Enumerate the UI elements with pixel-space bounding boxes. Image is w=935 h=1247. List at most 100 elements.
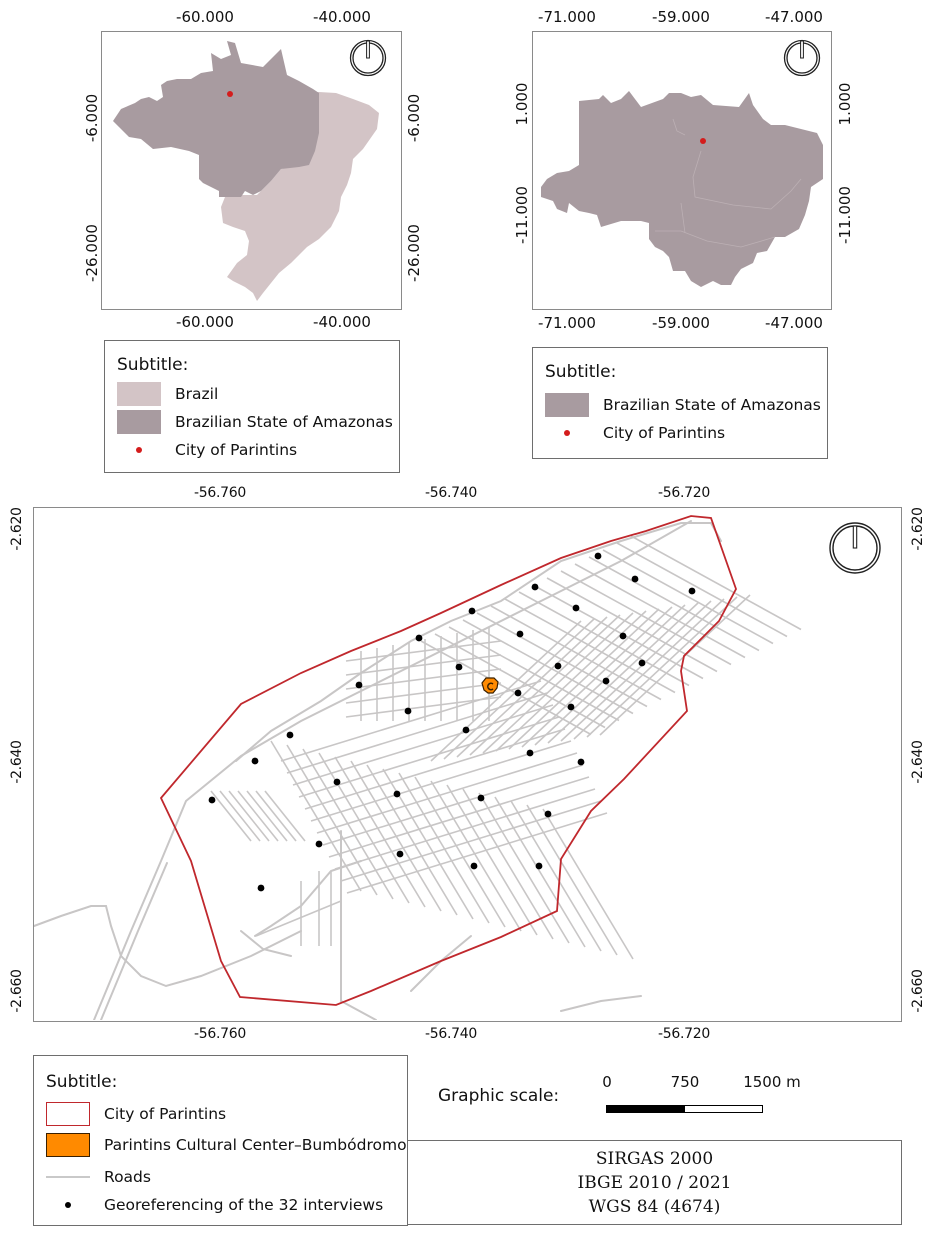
bottom-tick: -56.760 [194, 1026, 246, 1042]
interview-point [567, 703, 575, 711]
legend-label: City of Parintins [104, 1105, 227, 1123]
legend-label: Roads [104, 1168, 151, 1186]
swatch-point [46, 1193, 90, 1217]
scale-tick: 1500 m [743, 1073, 801, 1091]
projection-credits: SIRGAS 2000 IBGE 2010 / 2021 WGS 84 (467… [407, 1140, 902, 1225]
interview-point [514, 689, 522, 697]
interview-point [535, 862, 543, 870]
interview-point [572, 604, 580, 612]
right-tick: -11.000 [836, 186, 854, 244]
scale-tick: 750 [670, 1073, 700, 1091]
interview-point [396, 850, 404, 858]
swatch-roads [46, 1165, 90, 1189]
scale-segment-white [684, 1105, 763, 1113]
parintins-point [227, 91, 233, 97]
credit-line: IBGE 2010 / 2021 [577, 1173, 732, 1193]
bottom-tick: -59.000 [652, 314, 710, 332]
parintins-map-canvas [34, 515, 802, 1020]
bottom-tick: -60.000 [176, 313, 234, 331]
north-arrow-icon [783, 39, 821, 77]
swatch-point [117, 438, 161, 462]
legend-label: Brazil [175, 385, 219, 403]
map-frame [532, 31, 832, 310]
legend-item-amazonas: Brazilian State of Amazonas [117, 410, 393, 434]
interview-point [468, 607, 476, 615]
legend-label: Brazilian State of Amazonas [603, 396, 821, 414]
legend-item-parintins: City of Parintins [117, 438, 297, 462]
left-tick: -11.000 [513, 186, 531, 244]
interview-point [554, 662, 562, 670]
right-tick: -2.620 [910, 507, 926, 551]
interview-point [544, 810, 552, 818]
left-tick: -2.620 [9, 507, 25, 551]
interview-point [477, 794, 485, 802]
interview-point [355, 681, 363, 689]
city-legend: Subtitle: City of Parintins Parintins Cu… [33, 1055, 408, 1226]
map-frame [101, 31, 402, 310]
legend-item-amazonas: Brazilian State of Amazonas [545, 393, 821, 417]
bottom-tick: -47.000 [765, 314, 823, 332]
top-tick: -56.760 [194, 485, 246, 501]
legend-label: Parintins Cultural Center–Bumbódromo [104, 1136, 407, 1154]
credit-line: WGS 84 (4674) [588, 1197, 721, 1217]
interview-point [470, 862, 478, 870]
bumbodromo-marker [481, 677, 499, 694]
interview-point [257, 884, 265, 892]
legend-label: Brazilian State of Amazonas [175, 413, 393, 431]
left-tick: -2.640 [9, 740, 25, 784]
interview-point [602, 677, 610, 685]
top-tick: -56.740 [425, 485, 477, 501]
top-tick: -71.000 [538, 8, 596, 26]
swatch-point [545, 421, 589, 445]
top-tick: -59.000 [652, 8, 710, 26]
amazonas-shape [541, 91, 823, 287]
interview-point [333, 778, 341, 786]
right-tick: -2.660 [910, 969, 926, 1013]
interview-point [404, 707, 412, 715]
interview-point [286, 731, 294, 739]
right-tick: -2.640 [910, 740, 926, 784]
interview-point [577, 758, 585, 766]
credit-line: SIRGAS 2000 [595, 1149, 714, 1169]
map-frame [33, 507, 902, 1022]
swatch-boundary [46, 1102, 90, 1126]
interview-point [619, 632, 627, 640]
legend-title: Subtitle: [545, 362, 617, 382]
legend-title: Subtitle: [117, 355, 189, 375]
scale-tick: 0 [602, 1073, 612, 1091]
interview-point [516, 630, 524, 638]
brazil-legend: Subtitle: Brazil Brazilian State of Amaz… [104, 340, 400, 473]
bottom-tick: -71.000 [538, 314, 596, 332]
legend-item-parintins: City of Parintins [545, 421, 725, 445]
top-tick: -60.000 [176, 8, 234, 26]
interview-point [415, 634, 423, 642]
top-tick: -56.720 [658, 485, 710, 501]
interview-point [638, 659, 646, 667]
interview-point [531, 583, 539, 591]
bottom-tick: -56.720 [658, 1026, 710, 1042]
swatch-amazonas [545, 393, 589, 417]
bottom-tick: -56.740 [425, 1026, 477, 1042]
legend-label: City of Parintins [603, 424, 726, 442]
legend-label: City of Parintins [175, 441, 298, 459]
swatch-brazil [117, 382, 161, 406]
interview-points-layer [208, 552, 696, 892]
right-tick: -6.000 [405, 93, 423, 143]
left-tick: -26.000 [83, 224, 101, 282]
left-tick: -2.660 [9, 969, 25, 1013]
legend-item-bumbodromo: Parintins Cultural Center–Bumbódromo [46, 1133, 407, 1157]
city-boundary [159, 515, 737, 1006]
legend-item-roads: Roads [46, 1165, 151, 1189]
interview-point [251, 757, 259, 765]
amazonas-legend: Subtitle: Brazilian State of Amazonas Ci… [532, 347, 828, 459]
left-tick: 1.000 [513, 82, 531, 126]
legend-item-interviews: Georeferencing of the 32 interviews [46, 1193, 383, 1217]
scale-segment-black [606, 1105, 685, 1113]
right-tick: -26.000 [405, 224, 423, 282]
left-tick: -6.000 [83, 93, 101, 143]
swatch-bumbodromo [46, 1133, 90, 1157]
right-tick: 1.000 [836, 82, 854, 126]
brazil-shape [113, 41, 379, 301]
scale-label: Graphic scale: [438, 1086, 560, 1106]
interview-point [315, 840, 323, 848]
